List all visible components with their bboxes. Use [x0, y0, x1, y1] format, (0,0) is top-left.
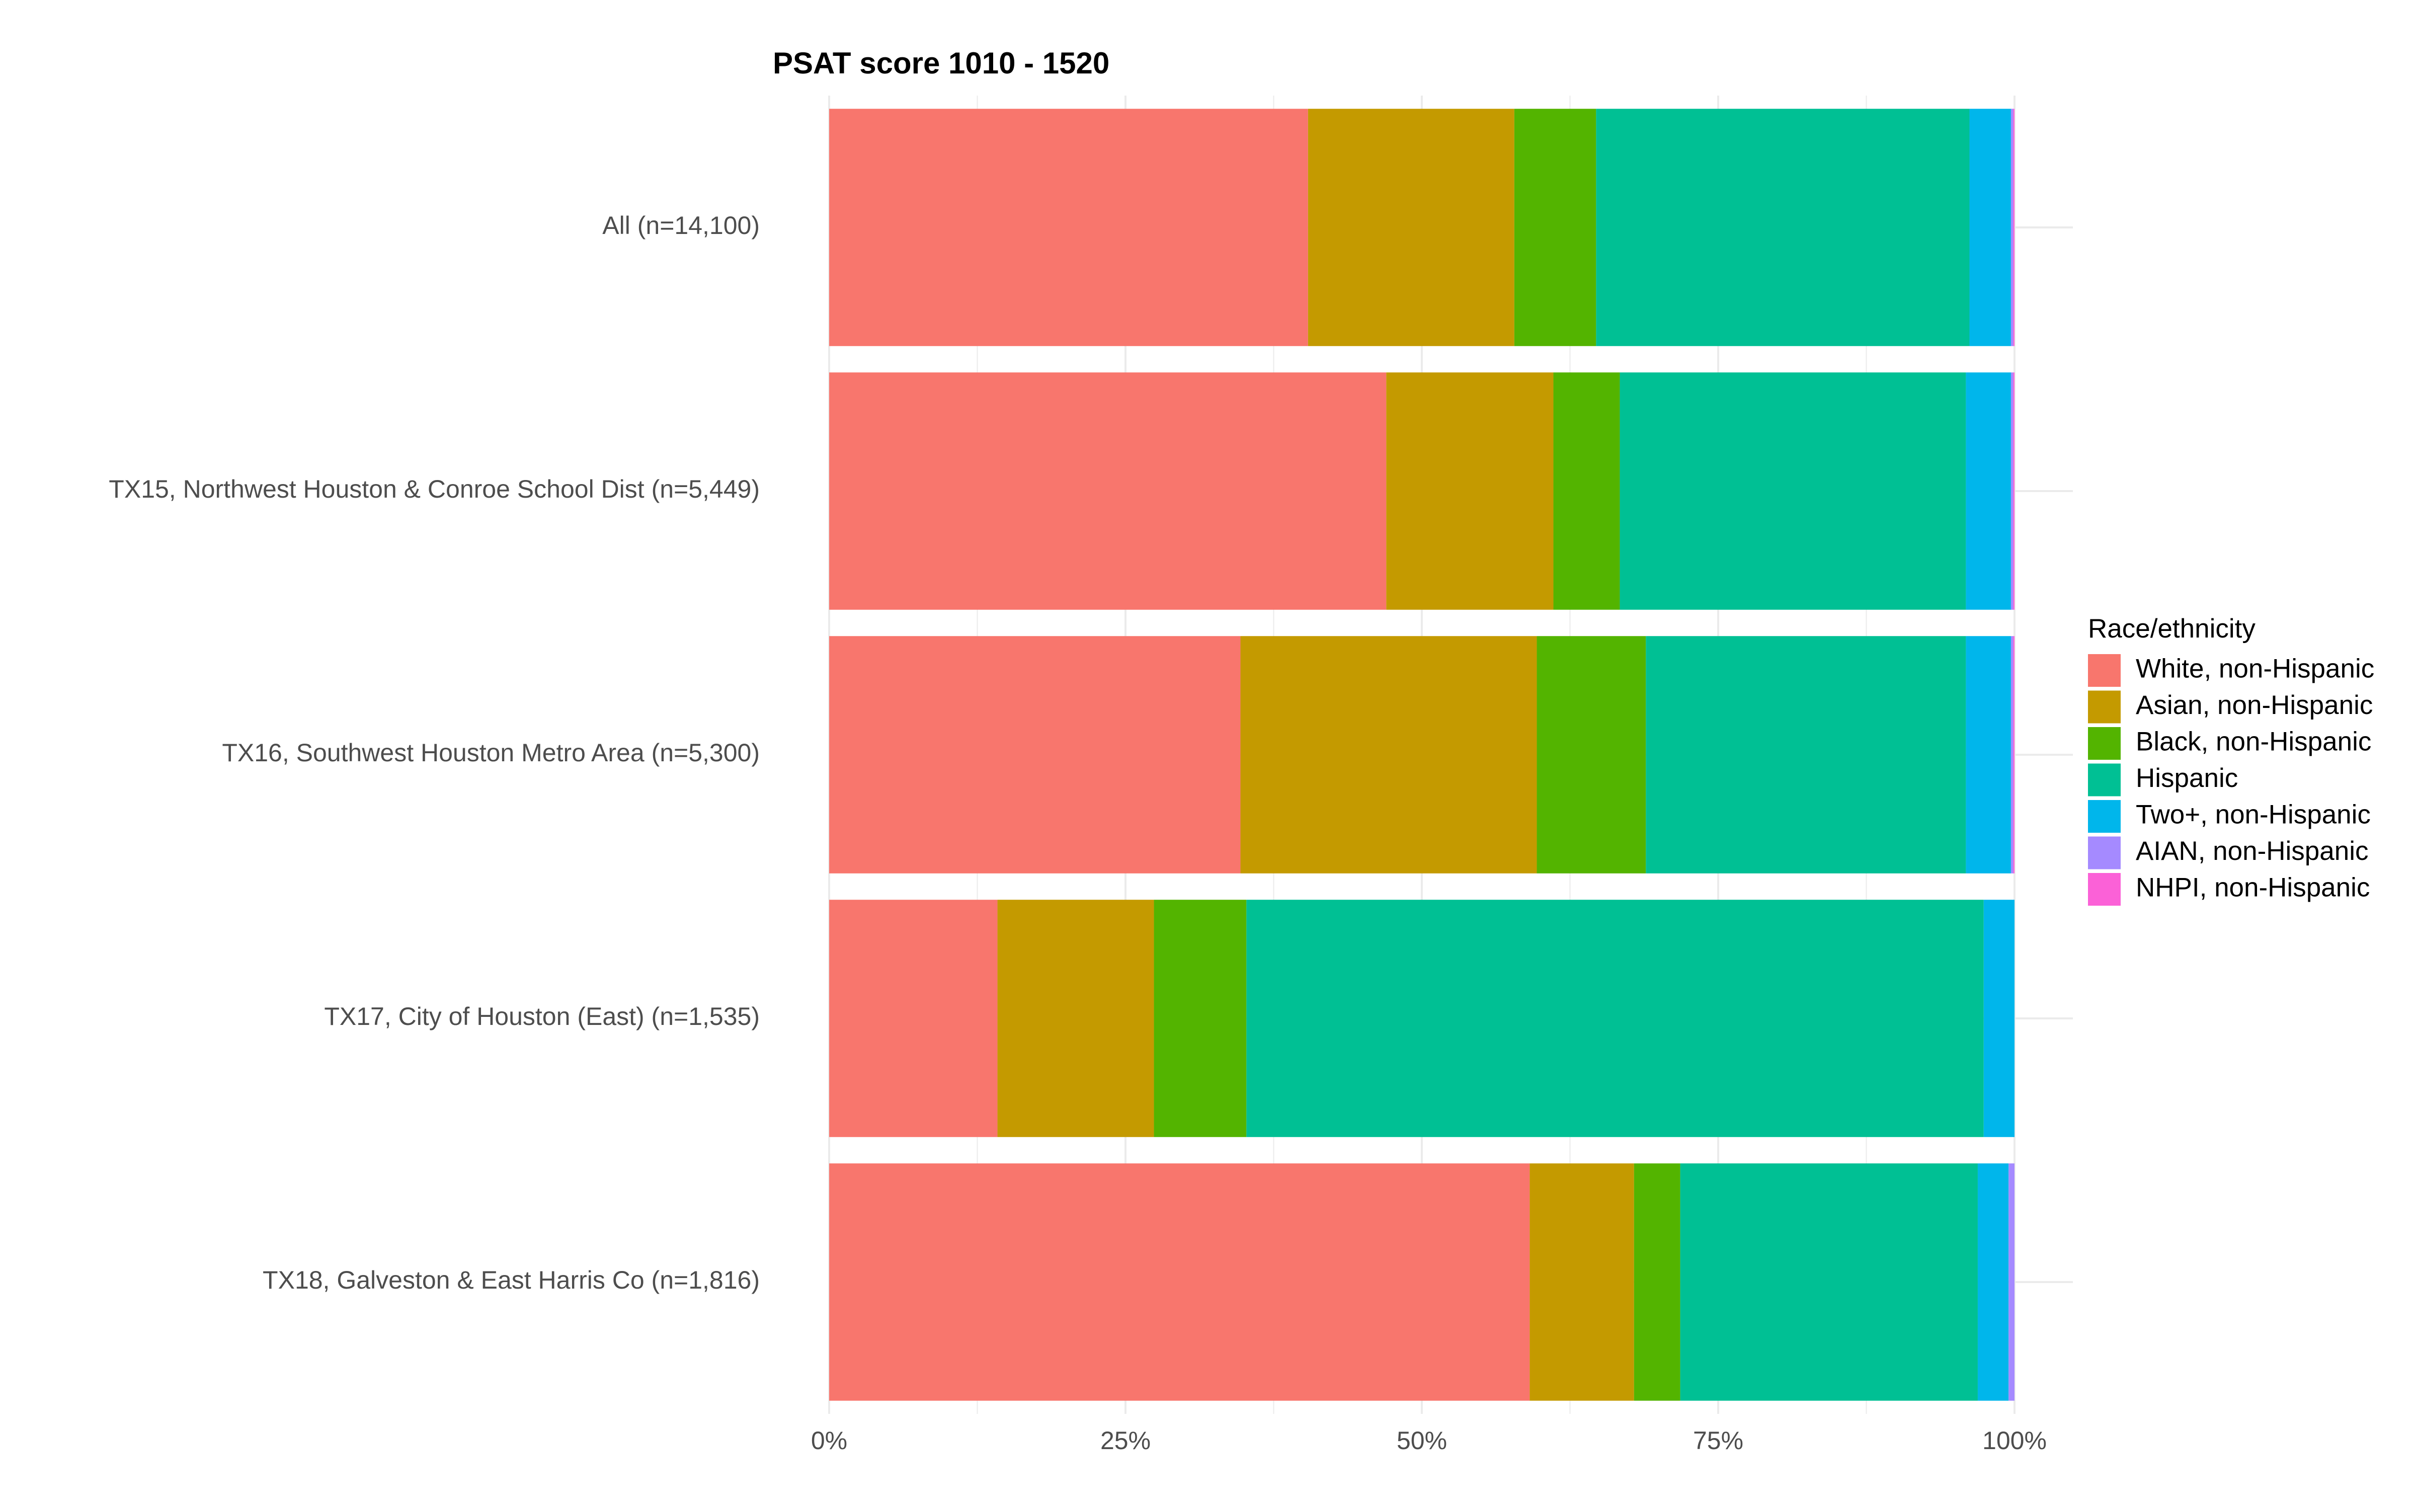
bar-segment	[1646, 636, 1966, 873]
y-tick-label: TX15, Northwest Houston & Conroe School …	[109, 475, 760, 503]
bar-segment	[1977, 1163, 2009, 1401]
bar-segment	[1246, 900, 1984, 1137]
legend-key	[2088, 727, 2121, 760]
bars-layer	[829, 109, 2015, 1401]
bar-segment	[829, 372, 1387, 610]
bar-segment	[1620, 372, 1966, 610]
legend-label: Two+, non-Hispanic	[2136, 800, 2371, 830]
bar-segment	[829, 1163, 1530, 1401]
bar-segment	[829, 636, 1241, 873]
bar-segment	[1386, 372, 1554, 610]
legend-key	[2088, 800, 2121, 833]
bar-segment	[1596, 109, 1970, 346]
bar-segment	[1537, 636, 1646, 873]
legend-key	[2088, 690, 2121, 724]
legend-label: Hispanic	[2136, 763, 2238, 793]
chart-title: PSAT score 1010 - 1520	[773, 46, 1109, 80]
legend-items: White, non-Hispanic Asian, non-Hispanic Bl…	[2088, 654, 2374, 906]
x-tick-label: 75%	[1693, 1426, 1743, 1455]
bar-segment	[1514, 109, 1596, 346]
x-tick-label: 50%	[1397, 1426, 1447, 1455]
bar-segment	[1680, 1163, 1978, 1401]
legend-label: NHPI, non-Hispanic	[2136, 873, 2370, 903]
bar-segment	[2013, 372, 2015, 610]
bar-segment	[829, 900, 998, 1137]
bar-segment	[1969, 109, 2011, 346]
legend-label: White, non-Hispanic	[2136, 654, 2374, 684]
bar-segment	[2010, 372, 2014, 610]
legend-label: Asian, non-Hispanic	[2136, 690, 2373, 720]
bar-segment	[1308, 109, 1514, 346]
y-tick-label: All (n=14,100)	[602, 211, 760, 240]
bar-segment	[1530, 1163, 1634, 1401]
legend-key	[2088, 654, 2121, 687]
x-axis: 0% 25% 50% 75% 100%	[811, 1426, 2047, 1455]
x-tick-label: 0%	[811, 1426, 847, 1455]
legend-label: Black, non-Hispanic	[2136, 727, 2371, 757]
bar-segment	[2008, 1163, 2015, 1401]
bar-segment	[1553, 372, 1620, 610]
legend-key	[2088, 873, 2121, 906]
x-tick-label: 100%	[1982, 1426, 2047, 1455]
bar-segment	[1154, 900, 1247, 1137]
bar-segment	[2013, 109, 2015, 346]
bar-segment	[2010, 109, 2014, 346]
legend-label: AIAN, non-Hispanic	[2136, 836, 2368, 866]
legend-title: Race/ethnicity	[2088, 614, 2256, 644]
bar-segment	[2013, 636, 2015, 873]
y-tick-label: TX18, Galveston & East Harris Co (n=1,81…	[263, 1266, 760, 1294]
bar-segment	[1240, 636, 1537, 873]
bar-segment	[1966, 636, 2011, 873]
x-tick-label: 25%	[1100, 1426, 1151, 1455]
bar-segment	[1634, 1163, 1680, 1401]
bar-segment	[1966, 372, 2011, 610]
legend: Race/ethnicity White, non-Hispanic Asian,…	[2088, 614, 2374, 906]
bar-segment	[2010, 636, 2014, 873]
y-axis: All (n=14,100) TX15, Northwest Houston & …	[109, 211, 760, 1294]
bar-segment	[1983, 900, 2015, 1137]
y-tick-label: TX16, Southwest Houston Metro Area (n=5,…	[222, 739, 760, 767]
y-tick-label: TX17, City of Houston (East) (n=1,535)	[324, 1002, 760, 1030]
legend-key	[2088, 836, 2121, 869]
bar-segment	[997, 900, 1154, 1137]
legend-key	[2088, 763, 2121, 797]
bar-segment	[829, 109, 1308, 346]
